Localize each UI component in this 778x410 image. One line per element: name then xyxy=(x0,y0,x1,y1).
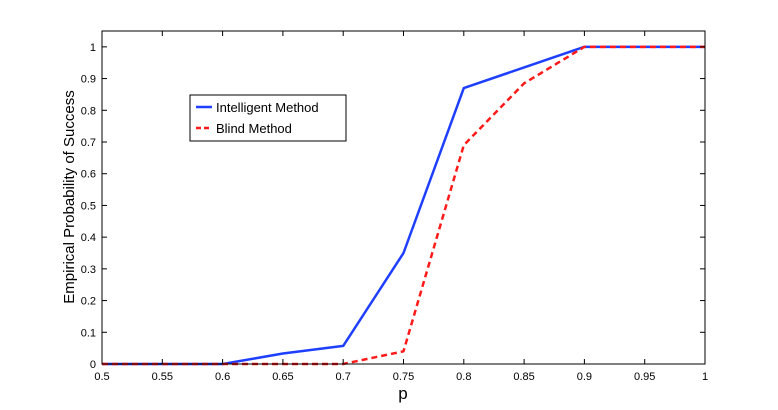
x-tick-label: 0.95 xyxy=(634,371,655,383)
y-tick-label: 0.7 xyxy=(81,137,96,149)
y-tick-label: 0.6 xyxy=(81,169,96,181)
y-tick-label: 0.3 xyxy=(81,264,96,276)
x-tick-label: 0.5 xyxy=(94,371,109,383)
legend-label: Intelligent Method xyxy=(216,100,319,115)
x-axis-label: p xyxy=(398,384,407,403)
x-tick-label: 0.75 xyxy=(393,371,414,383)
y-tick-label: 0.1 xyxy=(81,327,96,339)
x-tick-label: 0.8 xyxy=(456,371,471,383)
y-tick-label: 0.4 xyxy=(81,232,96,244)
x-axis-ticks: 0.5 0.55 0.6 0.65 0.7 0.75 0.8 0.85 0.9 0.95 1 xyxy=(94,31,708,383)
legend-box xyxy=(189,94,347,142)
y-tick-label: 0.9 xyxy=(81,74,96,86)
x-tick-label: 1 xyxy=(702,371,708,383)
y-tick-label: 1 xyxy=(90,42,96,54)
x-tick-label: 0.9 xyxy=(577,371,592,383)
y-axis-ticks: 0 0.1 0.2 0.3 0.4 0.5 0.6 0.7 0.8 0.9 1 xyxy=(81,42,705,371)
y-tick-label: 0 xyxy=(90,359,96,371)
x-tick-label: 0.85 xyxy=(513,371,534,383)
x-tick-label: 0.7 xyxy=(336,371,351,383)
plot-area xyxy=(102,31,705,364)
legend: Intelligent Method Blind Method xyxy=(189,94,347,142)
y-tick-label: 0.8 xyxy=(81,105,96,117)
y-tick-label: 0.2 xyxy=(81,296,96,308)
y-tick-label: 0.5 xyxy=(81,200,96,212)
x-tick-label: 0.65 xyxy=(272,371,293,383)
y-axis-label: Empirical Probability of Success xyxy=(61,90,78,303)
x-tick-label: 0.55 xyxy=(152,371,173,383)
x-tick-label: 0.6 xyxy=(215,371,230,383)
legend-label: Blind Method xyxy=(216,121,292,136)
